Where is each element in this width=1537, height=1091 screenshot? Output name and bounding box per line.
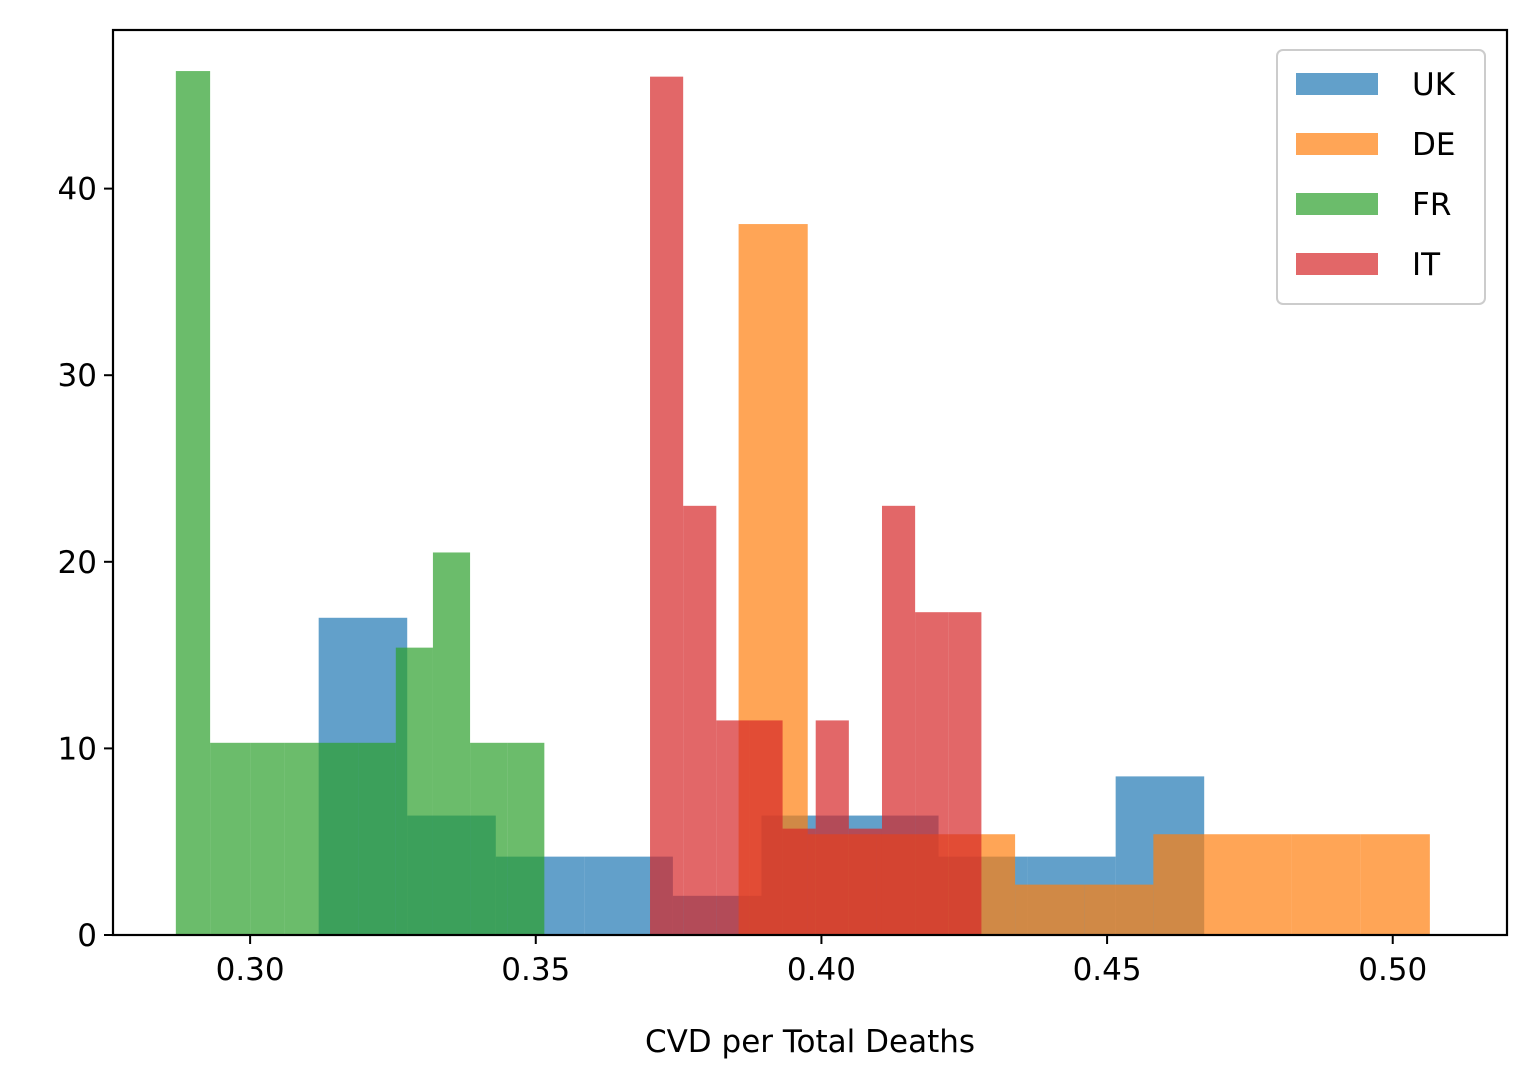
bar-it-2 <box>716 720 750 935</box>
series-it <box>650 76 982 935</box>
bar-fr-4 <box>321 742 359 935</box>
legend-label-fr: FR <box>1412 187 1451 223</box>
bar-fr-5 <box>358 742 396 935</box>
x-tick-label: 0.40 <box>787 952 856 988</box>
x-axis-label: CVD per Total Deaths <box>645 1024 975 1060</box>
legend-swatch-fr <box>1296 193 1378 215</box>
bar-it-6 <box>848 828 882 935</box>
bar-it-9 <box>948 612 982 935</box>
bar-de-4 <box>1015 884 1085 935</box>
plot-frame <box>111 28 1509 937</box>
series-fr <box>175 71 545 936</box>
legend-swatch-it <box>1296 253 1378 275</box>
legend-box <box>1276 49 1486 305</box>
y-tick-label: 20 <box>58 545 97 581</box>
y-axis-ticks: 0 10 20 30 40 <box>58 172 113 954</box>
bar-de-5 <box>1084 884 1154 935</box>
bar-de-9 <box>1360 834 1430 935</box>
bar-fr-2 <box>250 742 285 935</box>
bar-fr-6 <box>395 647 433 935</box>
bar-it-4 <box>782 828 816 935</box>
bar-fr-3 <box>284 742 322 935</box>
bar-fr-8 <box>470 742 508 935</box>
bar-fr-9 <box>507 742 545 935</box>
histogram-bars <box>175 71 1430 936</box>
bar-de-7 <box>1222 834 1292 935</box>
legend: UK DE FR IT <box>1276 49 1486 305</box>
bar-it-3 <box>749 720 783 935</box>
y-tick-label: 0 <box>77 918 97 954</box>
bar-it-8 <box>915 612 949 935</box>
legend-swatch-uk <box>1296 73 1378 95</box>
bar-it-7 <box>881 505 916 935</box>
x-tick-label: 0.30 <box>216 952 285 988</box>
x-tick-label: 0.45 <box>1073 952 1142 988</box>
y-tick-label: 40 <box>58 172 97 208</box>
x-axis-ticks: 0.30 0.35 0.40 0.45 0.50 <box>216 935 1427 988</box>
bar-it-1 <box>683 505 717 935</box>
y-tick-label: 30 <box>58 358 97 394</box>
bar-de-8 <box>1291 834 1361 935</box>
bar-fr-0 <box>175 71 211 936</box>
bar-it-5 <box>815 720 849 935</box>
bar-fr-7 <box>432 552 471 935</box>
legend-swatch-de <box>1296 133 1378 155</box>
bar-it-0 <box>650 76 684 935</box>
y-tick-label: 10 <box>58 731 97 767</box>
legend-label-it: IT <box>1412 247 1441 283</box>
legend-label-de: DE <box>1412 127 1455 163</box>
bar-fr-1 <box>210 742 251 935</box>
x-tick-label: 0.35 <box>501 952 570 988</box>
bar-de-6 <box>1153 834 1223 935</box>
x-tick-label: 0.50 <box>1358 952 1427 988</box>
legend-label-uk: UK <box>1412 67 1456 103</box>
